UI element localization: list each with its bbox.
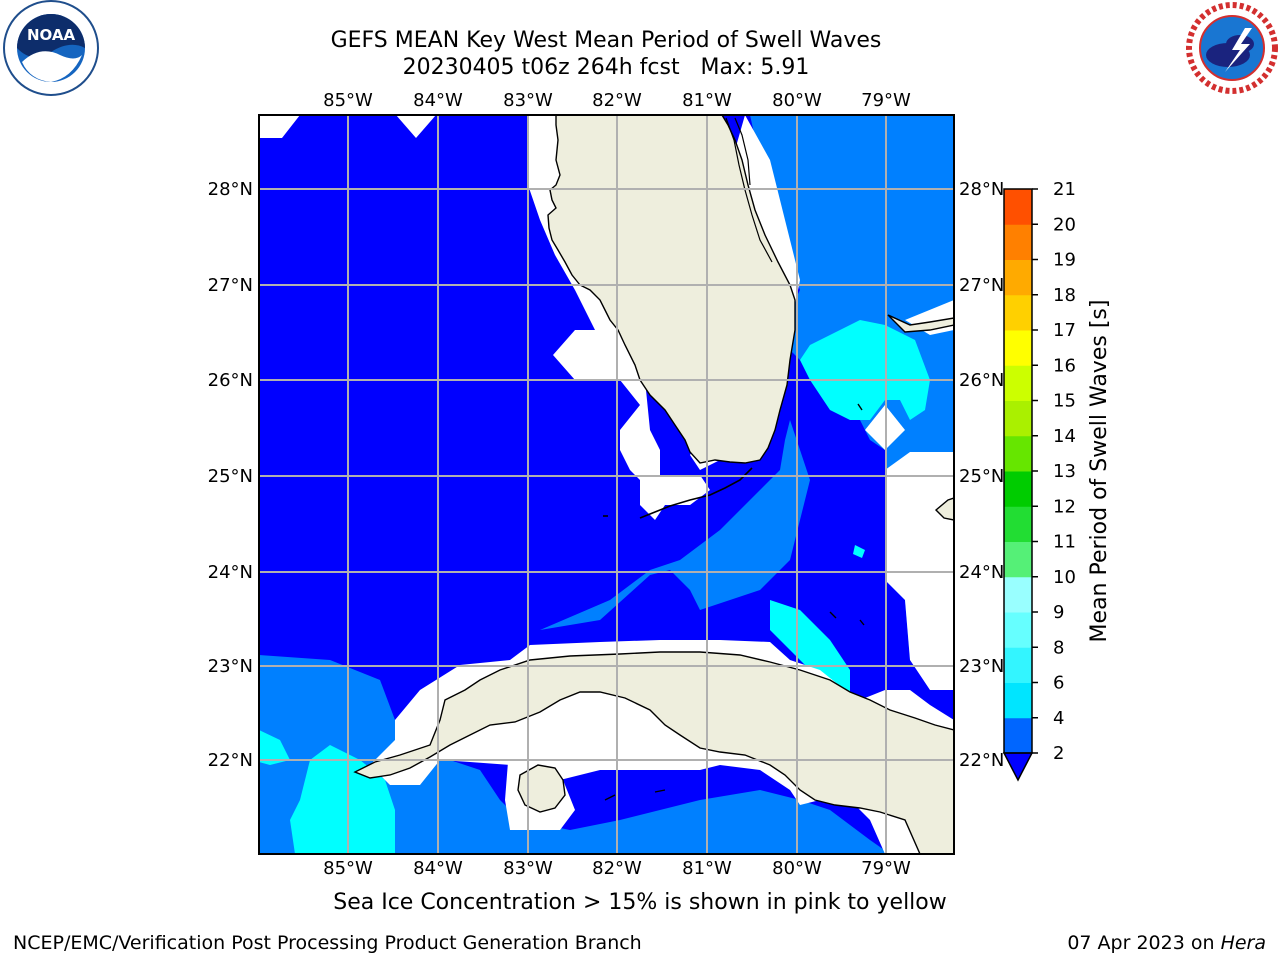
lon-label-bottom-4: 81°W xyxy=(682,858,732,879)
missing-region-notch xyxy=(396,115,436,138)
colorbar-segment xyxy=(1004,189,1032,225)
land-florida xyxy=(547,115,796,464)
bahamas-islets xyxy=(604,403,865,801)
lat-label-left-0: 28°N xyxy=(208,179,253,200)
machine-name: Hera xyxy=(1220,932,1266,954)
noaa-logo: NOAA xyxy=(3,0,99,96)
swell-4-6-region-west-edge xyxy=(259,730,290,765)
lon-label-top-6: 79°W xyxy=(861,90,911,111)
lon-label-top-0: 85°W xyxy=(323,90,373,111)
colorbar-tick-label: 21 xyxy=(1053,179,1076,200)
nws-logo xyxy=(1185,1,1279,95)
lon-label-bottom-2: 83°W xyxy=(503,858,553,879)
graticule xyxy=(259,115,954,854)
colorbar: 2 4 6 8 9 10 11 12 13 14 15 16 17 18 19 20 21 xyxy=(1002,179,1076,782)
colorbar-tick-label: 14 xyxy=(1053,426,1076,447)
colorbar-segment xyxy=(1004,435,1032,472)
lat-label-left-5: 23°N xyxy=(208,656,253,677)
colorbar-tick-label: 19 xyxy=(1053,250,1076,271)
lon-label-bottom-1: 84°W xyxy=(413,858,463,879)
noaa-logo-text: NOAA xyxy=(27,26,76,44)
colorbar-segment xyxy=(1004,365,1032,401)
lat-label-right-5: 23°N xyxy=(959,656,1004,677)
swell-2-4-region-southwest xyxy=(259,655,890,854)
colorbar-tick-label: 9 xyxy=(1053,602,1064,623)
lat-label-right-2: 26°N xyxy=(959,370,1004,391)
lat-label-right-4: 24°N xyxy=(959,562,1004,583)
lon-label-top-5: 80°W xyxy=(772,90,822,111)
run-date-text: 07 Apr 2023 on xyxy=(1067,932,1215,954)
colorbar-tick-label: 2 xyxy=(1053,743,1064,764)
colorbar-tick-label: 16 xyxy=(1053,355,1076,376)
lat-label-left-6: 22°N xyxy=(208,750,253,771)
florida-lagoon-line-2 xyxy=(734,117,751,186)
florida-keys xyxy=(639,467,753,519)
lat-label-right-1: 27°N xyxy=(959,275,1004,296)
lon-label-bottom-6: 79°W xyxy=(861,858,911,879)
colorbar-tick-label: 10 xyxy=(1053,567,1076,588)
colorbar-tick-label: 13 xyxy=(1053,461,1076,482)
colorbar-segment xyxy=(1004,612,1032,648)
lat-label-right-0: 28°N xyxy=(959,179,1004,200)
colorbar-segment xyxy=(1004,576,1032,613)
colorbar-segment xyxy=(1004,471,1032,507)
lat-label-left-4: 24°N xyxy=(208,562,253,583)
colorbar-tick-label: 20 xyxy=(1053,214,1076,235)
colorbar-tick-label: 11 xyxy=(1053,532,1076,553)
colorbar-segment xyxy=(1004,717,1032,754)
land-cuba xyxy=(353,651,954,854)
land-grand-bahama xyxy=(887,314,954,333)
swell-period-field xyxy=(259,115,954,854)
colorbar-segment xyxy=(1004,506,1032,542)
colorbar-under-arrow xyxy=(1002,752,1034,782)
colorbar-segment xyxy=(1004,682,1032,719)
colorbar-tick-label: 18 xyxy=(1053,285,1076,306)
swell-4-6-region-east xyxy=(800,320,930,420)
lat-label-right-3: 25°N xyxy=(959,466,1004,487)
swell-2-4-region-straits xyxy=(500,420,810,650)
credit-text: NCEP/EMC/Verification Post Processing Pr… xyxy=(13,932,642,954)
swell-4-6-region-keys xyxy=(770,600,850,700)
lat-label-left-1: 27°N xyxy=(208,275,253,296)
colorbar-segment xyxy=(1004,647,1032,683)
lon-label-top-4: 81°W xyxy=(682,90,732,111)
chart-subtitle: 20230405 t06z 264h fcst Max: 5.91 xyxy=(402,55,810,80)
lat-label-left-3: 25°N xyxy=(208,466,253,487)
colorbar-segment xyxy=(1004,400,1032,437)
colorbar-tick-label: 17 xyxy=(1053,320,1076,341)
colorbar-tick-label: 4 xyxy=(1053,708,1064,729)
run-date: 07 Apr 2023 on Hera xyxy=(1067,932,1266,954)
colorbar-tick-label: 6 xyxy=(1053,673,1064,694)
map-frame xyxy=(258,114,955,855)
colorbar-segment xyxy=(1004,224,1032,260)
lon-label-bottom-0: 85°W xyxy=(323,858,373,879)
colorbar-segment xyxy=(1004,541,1032,578)
sea-ice-note: Sea Ice Concentration > 15% is shown in … xyxy=(333,890,947,915)
colorbar-segment xyxy=(1004,330,1032,366)
lon-label-top-1: 84°W xyxy=(413,90,463,111)
lon-label-bottom-3: 82°W xyxy=(592,858,642,879)
colorbar-tick-label: 15 xyxy=(1053,391,1076,412)
lat-label-left-2: 26°N xyxy=(208,370,253,391)
colorbar-segment xyxy=(1004,294,1032,331)
land-isla-juventud xyxy=(517,764,566,813)
chart-title: GEFS MEAN Key West Mean Period of Swell … xyxy=(330,28,882,53)
colorbar-tick-label: 8 xyxy=(1053,637,1064,658)
lat-label-right-6: 22°N xyxy=(959,750,1004,771)
land-andros xyxy=(934,497,954,521)
colorbar-segment xyxy=(1004,259,1032,296)
missing-region-nw-corner xyxy=(259,115,300,138)
colorbar-label: Mean Period of Swell Waves [s] xyxy=(1087,300,1112,643)
lon-label-top-3: 82°W xyxy=(592,90,642,111)
lon-label-top-2: 83°W xyxy=(503,90,553,111)
colorbar-tick-label: 12 xyxy=(1053,496,1076,517)
swell-4-6-region-bahama xyxy=(853,545,865,558)
lon-label-bottom-5: 80°W xyxy=(772,858,822,879)
